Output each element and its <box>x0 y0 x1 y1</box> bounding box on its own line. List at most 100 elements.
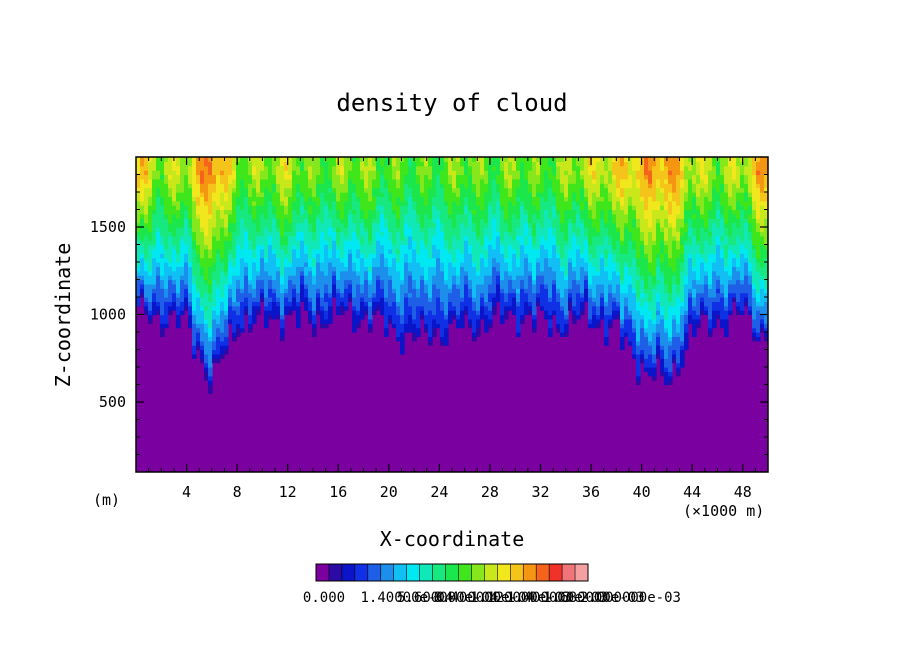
field-cell <box>344 297 349 302</box>
field-cell <box>596 178 601 184</box>
field-cell <box>392 244 397 250</box>
field-cell <box>136 227 141 232</box>
field-cell <box>392 240 397 246</box>
field-cell <box>208 288 213 294</box>
field-cell <box>364 218 369 224</box>
field-cell <box>216 332 221 337</box>
field-cell <box>644 170 649 176</box>
field-cell <box>268 222 273 228</box>
field-cell <box>240 262 245 267</box>
field-cell <box>440 279 445 285</box>
field-cell <box>628 253 633 259</box>
field-cell <box>384 244 389 250</box>
field-cell <box>328 187 333 193</box>
field-cell <box>412 257 417 263</box>
field-cell <box>336 222 341 228</box>
field-cell <box>456 314 461 320</box>
field-cell <box>156 192 161 197</box>
field-cell <box>224 288 229 294</box>
field-cell <box>420 314 425 320</box>
field-cell <box>160 297 165 302</box>
field-cell <box>380 253 385 259</box>
field-cell <box>300 248 305 254</box>
field-cell <box>312 240 317 246</box>
field-cell <box>464 200 469 206</box>
field-cell <box>244 218 249 224</box>
field-cell <box>168 275 173 281</box>
field-cell <box>224 192 229 197</box>
field-cell <box>312 323 317 329</box>
field-cell <box>240 327 245 333</box>
field-cell <box>312 297 317 302</box>
field-cell <box>468 218 473 224</box>
field-cell <box>236 200 241 206</box>
field-cell <box>388 205 393 211</box>
field-cell <box>516 244 521 250</box>
field-cell <box>632 157 637 162</box>
field-cell <box>576 240 581 246</box>
field-cell <box>292 196 297 202</box>
field-cell <box>592 235 597 241</box>
field-cell <box>396 161 401 167</box>
field-cell <box>564 174 569 180</box>
field-cell <box>616 183 621 189</box>
field-cell <box>588 213 593 219</box>
field-cell <box>548 257 553 263</box>
field-cell <box>248 266 253 272</box>
field-cell <box>560 292 565 298</box>
field-cell <box>392 157 397 162</box>
field-cell <box>516 310 521 316</box>
field-cell <box>180 235 185 241</box>
field-cell <box>480 183 485 189</box>
field-cell <box>576 183 581 189</box>
field-cell <box>592 301 597 307</box>
field-cell <box>140 165 145 171</box>
field-cell <box>360 297 365 302</box>
field-cell <box>308 174 313 180</box>
field-cell <box>328 183 333 189</box>
field-cell <box>556 161 561 167</box>
field-cell <box>568 174 573 180</box>
field-cell <box>360 266 365 272</box>
field-cell <box>160 292 165 298</box>
field-cell <box>268 161 273 167</box>
field-cell <box>636 332 641 337</box>
field-cell <box>476 279 481 285</box>
field-cell <box>640 270 645 276</box>
field-cell <box>480 200 485 206</box>
field-cell <box>456 240 461 246</box>
field-cell <box>244 205 249 211</box>
field-cell <box>360 192 365 197</box>
field-cell <box>196 222 201 228</box>
field-cell <box>608 227 613 232</box>
field-cell <box>612 292 617 298</box>
field-cell <box>624 275 629 281</box>
field-cell <box>416 231 421 237</box>
field-cell <box>388 178 393 184</box>
field-cell <box>620 332 625 337</box>
field-cell <box>420 283 425 289</box>
field-cell <box>348 209 353 215</box>
field-cell <box>400 318 405 324</box>
field-cell <box>568 187 573 193</box>
field-cell <box>264 292 269 298</box>
field-cell <box>632 200 637 206</box>
field-cell <box>584 165 589 171</box>
field-cell <box>512 183 517 189</box>
field-cell <box>276 248 281 254</box>
field-cell <box>408 157 413 162</box>
field-cell <box>424 231 429 237</box>
field-cell <box>244 288 249 294</box>
field-cell <box>452 227 457 232</box>
field-cell <box>384 170 389 176</box>
field-cell <box>156 178 161 184</box>
field-cell <box>168 266 173 272</box>
field-cell <box>392 200 397 206</box>
field-cell <box>216 266 221 272</box>
field-cell <box>468 297 473 302</box>
field-cell <box>440 213 445 219</box>
field-cell <box>608 305 613 311</box>
field-cell <box>532 205 537 211</box>
field-cell <box>136 288 141 294</box>
field-cell <box>296 248 301 254</box>
